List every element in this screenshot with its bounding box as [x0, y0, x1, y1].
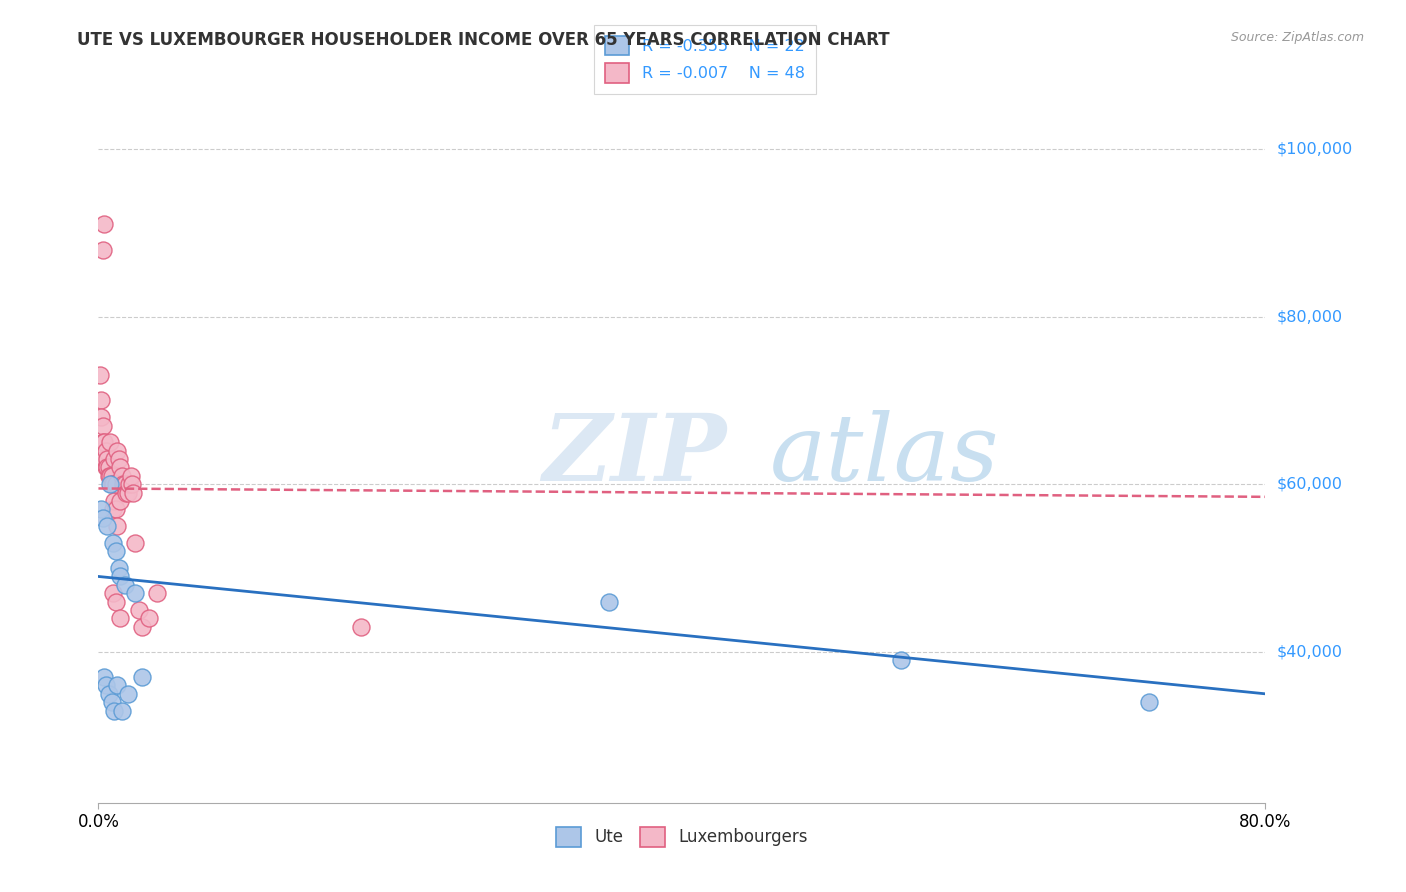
Point [112, 477, 135, 491]
Point [350, 620, 373, 634]
Point [93, 670, 115, 684]
Point [122, 485, 145, 500]
Point [108, 561, 131, 575]
Point [97, 460, 120, 475]
Point [93, 218, 115, 232]
Point [94, 678, 117, 692]
Point [1137, 695, 1160, 709]
Point [120, 468, 142, 483]
Point [146, 586, 169, 600]
Point [100, 477, 122, 491]
Point [104, 594, 127, 608]
Point [91, 418, 114, 433]
Point [124, 536, 146, 550]
Text: ZIP: ZIP [541, 410, 725, 500]
Point [90, 393, 112, 408]
Point [91, 510, 114, 524]
Point [98, 477, 121, 491]
Point [105, 678, 128, 692]
Point [114, 578, 136, 592]
Point [101, 502, 124, 516]
Point [91, 435, 114, 450]
Point [115, 485, 138, 500]
Point [96, 452, 118, 467]
Legend: Ute, Luxembourgers: Ute, Luxembourgers [550, 820, 814, 854]
Point [111, 468, 134, 483]
Text: $40,000: $40,000 [1277, 644, 1343, 659]
Point [111, 704, 134, 718]
Text: $100,000: $100,000 [1277, 142, 1353, 156]
Point [117, 687, 139, 701]
Point [100, 468, 122, 483]
Point [104, 477, 127, 491]
Point [131, 620, 153, 634]
Point [121, 477, 143, 491]
Point [97, 468, 120, 483]
Point [108, 452, 131, 467]
Text: $60,000: $60,000 [1277, 476, 1343, 491]
Point [104, 544, 127, 558]
Point [138, 611, 160, 625]
Point [98, 435, 121, 450]
Point [104, 502, 127, 516]
Point [90, 410, 112, 425]
Point [101, 536, 124, 550]
Point [103, 452, 125, 467]
Point [128, 603, 150, 617]
Point [117, 485, 139, 500]
Text: Source: ZipAtlas.com: Source: ZipAtlas.com [1230, 31, 1364, 45]
Point [94, 460, 117, 475]
Point [110, 460, 132, 475]
Point [100, 695, 122, 709]
Point [89, 368, 111, 383]
Point [97, 687, 120, 701]
Point [103, 704, 125, 718]
Text: $80,000: $80,000 [1277, 310, 1343, 324]
Point [105, 443, 128, 458]
Point [124, 586, 146, 600]
Point [91, 243, 114, 257]
Point [93, 452, 115, 467]
Point [101, 586, 124, 600]
Point [131, 670, 153, 684]
Point [890, 653, 912, 667]
Text: atlas: atlas [769, 410, 998, 500]
Point [110, 569, 132, 583]
Point [598, 594, 620, 608]
Point [90, 502, 112, 516]
Point [110, 494, 132, 508]
Point [94, 443, 117, 458]
Point [110, 611, 132, 625]
Point [114, 477, 136, 491]
Point [96, 519, 118, 533]
Point [103, 494, 125, 508]
Point [98, 468, 121, 483]
Text: UTE VS LUXEMBOURGER HOUSEHOLDER INCOME OVER 65 YEARS CORRELATION CHART: UTE VS LUXEMBOURGER HOUSEHOLDER INCOME O… [77, 31, 890, 49]
Point [105, 519, 128, 533]
Point [101, 477, 124, 491]
Point [96, 460, 118, 475]
Point [118, 477, 141, 491]
Point [93, 435, 115, 450]
